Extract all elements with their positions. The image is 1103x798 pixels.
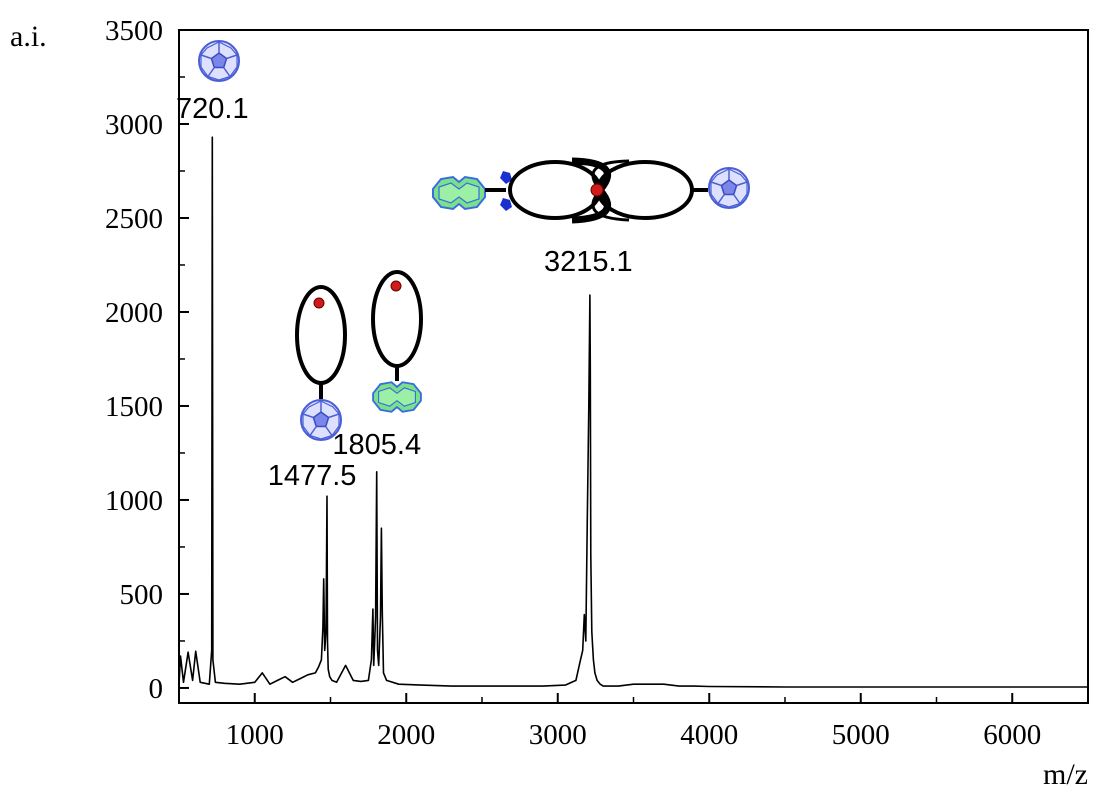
macrocycle-fullerene-icon <box>295 285 347 441</box>
macrocycle-porphyrin-icon <box>371 270 423 413</box>
x-tick-label: 6000 <box>983 719 1041 751</box>
spectrum-line <box>178 136 1088 688</box>
y-axis-ticks: 0 500 1000 1500 2000 2500 3000 3500 <box>105 15 189 705</box>
y-tick-label: 0 <box>149 673 164 705</box>
peak-label: 1805.4 <box>332 429 421 461</box>
y-tick-label: 2500 <box>105 203 163 235</box>
y-tick-label: 3500 <box>105 15 163 47</box>
y-axis-label: a.i. <box>10 20 47 53</box>
y-tick-label: 1000 <box>105 485 163 517</box>
spectrum-series <box>178 136 1088 688</box>
fullerene-icon <box>198 40 240 82</box>
y-tick-label: 1500 <box>105 391 163 423</box>
x-axis-ticks: 1000 2000 3000 4000 5000 6000 <box>178 693 1089 751</box>
x-tick-label: 5000 <box>832 719 890 751</box>
catenane-icon <box>432 157 750 224</box>
plot-frame <box>178 29 1089 704</box>
y-tick-label: 3000 <box>105 109 163 141</box>
peak-label: 3215.1 <box>544 246 633 278</box>
x-tick-label: 3000 <box>529 719 587 751</box>
x-axis-label: m/z <box>1043 758 1088 791</box>
y-tick-label: 2000 <box>105 297 163 329</box>
x-tick-label: 2000 <box>377 719 435 751</box>
x-tick-label: 1000 <box>226 719 284 751</box>
y-tick-label: 500 <box>120 579 164 611</box>
peak-label: 1477.5 <box>268 460 357 492</box>
peak-label: 720.1 <box>176 93 249 125</box>
x-tick-label: 4000 <box>680 719 738 751</box>
